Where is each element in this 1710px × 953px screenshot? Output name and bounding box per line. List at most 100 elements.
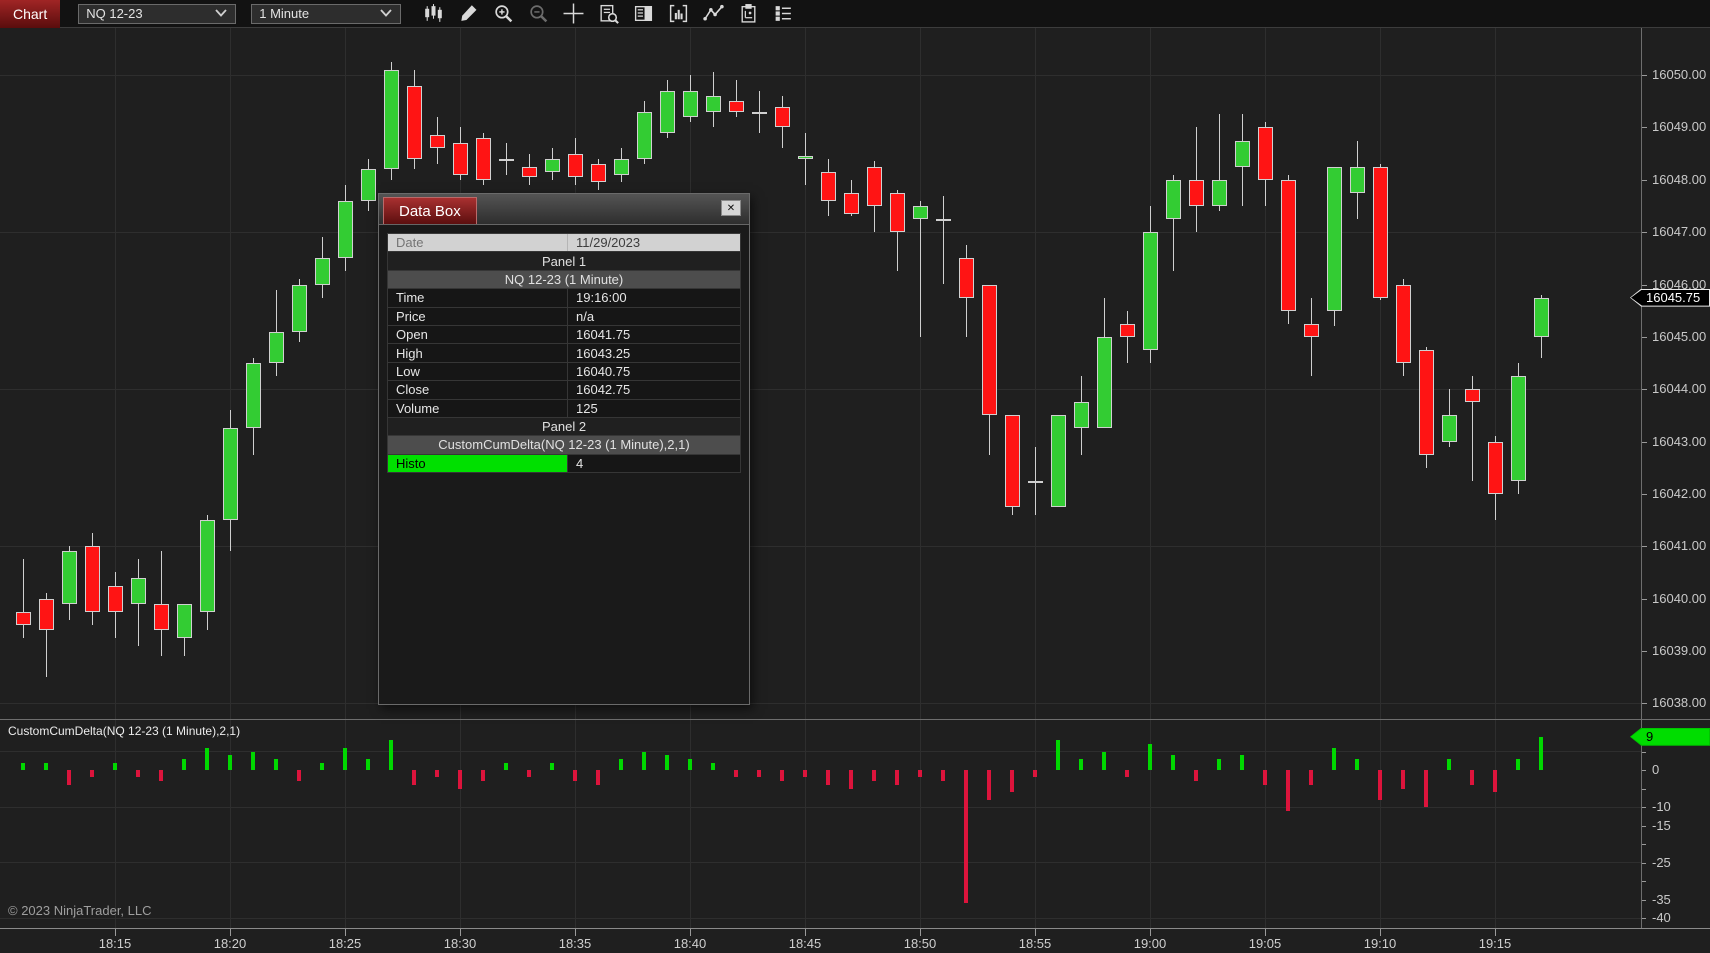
time-axis-tick xyxy=(575,929,576,936)
candle xyxy=(890,192,905,233)
delta-axis-tick xyxy=(1641,825,1646,827)
zoom-in-icon[interactable] xyxy=(492,3,514,25)
data-box-row-price: Price n/a xyxy=(387,307,741,326)
instrument-dropdown[interactable]: NQ 12-23 xyxy=(78,3,237,24)
data-box-window[interactable]: Data Box ✕ Date 11/29/2023 Panel 1 NQ 12-23… xyxy=(378,193,750,705)
histogram-bar xyxy=(1102,751,1106,771)
histogram-bar xyxy=(826,770,830,785)
histogram-bar xyxy=(435,770,439,778)
candle xyxy=(959,258,974,298)
candle-wick xyxy=(920,200,921,337)
properties-icon[interactable] xyxy=(772,3,794,25)
candle xyxy=(637,111,652,159)
close-icon[interactable]: ✕ xyxy=(721,200,741,216)
histogram-bar xyxy=(895,770,899,785)
window-title-tab[interactable]: Chart xyxy=(0,0,61,28)
candle xyxy=(108,585,123,612)
candle xyxy=(292,284,307,332)
candle xyxy=(62,551,77,604)
histogram-bar xyxy=(458,770,462,789)
data-box-field-label: Price xyxy=(388,307,568,325)
histogram-bar xyxy=(251,751,255,771)
delta-axis-tick xyxy=(1641,862,1646,864)
candle xyxy=(1304,323,1319,337)
candlestick-style-icon[interactable] xyxy=(422,3,444,25)
candle xyxy=(1258,127,1273,180)
histogram-bar xyxy=(21,762,25,771)
price-axis-tick xyxy=(1641,546,1647,548)
delta-axis-tick xyxy=(1641,770,1646,772)
data-box-field-value: 16040.75 xyxy=(576,363,631,379)
delta-axis-tick xyxy=(1641,844,1646,846)
panel-divider[interactable] xyxy=(0,719,1710,720)
chart-trader-panel-icon[interactable] xyxy=(632,3,654,25)
drawing-tools-pencil-icon[interactable] xyxy=(457,3,479,25)
bar-chart-panel-icon[interactable] xyxy=(667,3,689,25)
data-box-row-volume: Volume 125 xyxy=(387,399,741,418)
candle-wick xyxy=(1035,446,1036,515)
price-axis-label: 16043.00 xyxy=(1652,433,1707,449)
interval-dropdown[interactable]: 1 Minute xyxy=(251,3,402,24)
data-box-field-label: Volume xyxy=(388,399,568,417)
delta-axis-tick xyxy=(1641,881,1646,883)
candle xyxy=(1396,284,1411,364)
price-axis-tick xyxy=(1641,493,1647,495)
candle xyxy=(223,428,238,521)
candle xyxy=(1051,415,1066,507)
delta-gridline xyxy=(0,807,1641,808)
histogram-bar xyxy=(481,770,485,782)
candle xyxy=(131,577,146,604)
time-axis-tick xyxy=(1495,929,1496,936)
price-gridline xyxy=(0,232,1641,233)
data-box-field-value: 4 xyxy=(576,455,584,471)
candle xyxy=(407,85,422,159)
last-delta-marker: 9 xyxy=(1630,727,1710,746)
indicators-icon[interactable] xyxy=(702,3,724,25)
zoom-out-icon[interactable] xyxy=(527,3,549,25)
candle xyxy=(361,169,376,201)
time-axis-tick xyxy=(460,929,461,936)
histogram-bar xyxy=(1263,770,1267,785)
price-axis-tick xyxy=(1641,232,1647,234)
histogram-bar xyxy=(1286,770,1290,811)
candle xyxy=(476,137,491,180)
data-box-field-value: 19:16:00 xyxy=(576,290,627,306)
data-box-titlebar[interactable]: Data Box ✕ xyxy=(379,194,749,225)
time-axis-tick xyxy=(1380,929,1381,936)
histogram-bar xyxy=(872,770,876,782)
time-axis-label: 18:20 xyxy=(213,936,247,951)
data-box-icon[interactable] xyxy=(597,3,619,25)
histogram-bar xyxy=(274,758,278,771)
candle xyxy=(867,166,882,206)
candle xyxy=(614,158,629,175)
price-axis-tick xyxy=(1641,179,1647,181)
time-axis-label: 19:10 xyxy=(1363,936,1397,951)
candle-wick xyxy=(1219,114,1220,212)
histogram-bar xyxy=(159,770,163,782)
histogram-bar xyxy=(1217,758,1221,771)
crosshair-icon[interactable] xyxy=(562,3,584,25)
histogram-bar xyxy=(596,770,600,785)
histogram-bar xyxy=(228,755,232,771)
candle xyxy=(1074,402,1089,429)
toolbar-icons xyxy=(422,3,794,25)
candle xyxy=(913,205,928,220)
vertical-gridline xyxy=(115,28,116,928)
price-axis-label: 16042.00 xyxy=(1652,485,1707,501)
time-axis-label: 19:15 xyxy=(1478,936,1512,951)
histogram-bar xyxy=(297,770,301,782)
histogram-bar xyxy=(642,751,646,771)
histogram-bar xyxy=(1470,770,1474,785)
price-axis-label: 16040.00 xyxy=(1652,590,1707,606)
histogram-bar xyxy=(1332,747,1336,771)
data-box-field-value: 16042.75 xyxy=(576,382,631,398)
candle-wick xyxy=(1127,310,1128,364)
indicator-label: CustomCumDelta(NQ 12-23 (1 Minute),2,1) xyxy=(8,724,241,738)
price-axis-tick xyxy=(1641,284,1647,286)
histogram-bar xyxy=(1493,770,1497,793)
strategies-icon[interactable] xyxy=(737,3,759,25)
candle xyxy=(1465,389,1480,403)
time-axis-label: 18:55 xyxy=(1018,936,1052,951)
histogram-bar xyxy=(527,770,531,778)
